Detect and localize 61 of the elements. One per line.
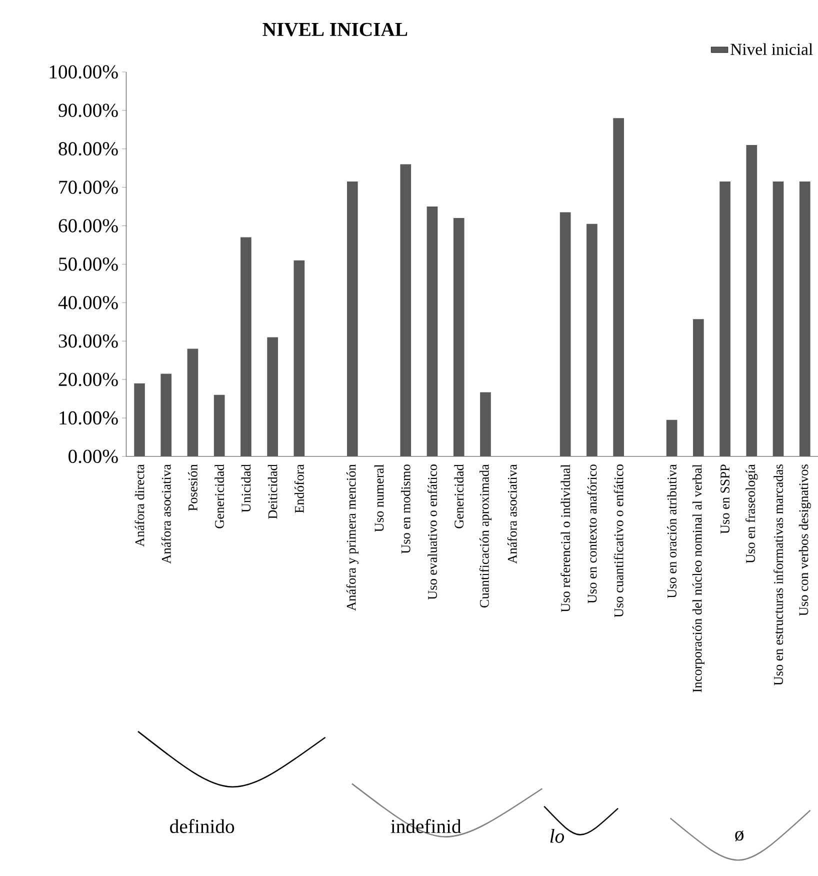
x-tick-label: Unicidad bbox=[241, 464, 250, 512]
x-tick-label: Anáfora y primera mención bbox=[346, 464, 358, 611]
x-tick-label: Uso referencial o individual bbox=[560, 464, 570, 612]
bar bbox=[560, 212, 571, 456]
bar bbox=[160, 374, 172, 456]
x-tick-label: Uso cuantificativo o enfático bbox=[614, 464, 624, 618]
bar bbox=[134, 383, 145, 456]
x-tick-label: Uso evaluativo o enfático bbox=[427, 464, 437, 600]
x-tick-label: Genericidad bbox=[454, 464, 464, 528]
bar bbox=[240, 237, 252, 456]
y-tick-label: 90.00% bbox=[58, 104, 118, 118]
y-tick-label: 0.00% bbox=[68, 450, 118, 464]
x-tick-label: Anáfora asociativa bbox=[161, 464, 171, 564]
legend-label: Nivel inicial bbox=[730, 43, 813, 55]
bar bbox=[187, 348, 198, 456]
x-tick-label: Uso en modismo bbox=[400, 464, 410, 554]
text: definido bbox=[170, 819, 234, 834]
y-tick-label: 70.00% bbox=[59, 180, 118, 194]
text: ø bbox=[734, 830, 744, 842]
text: lo bbox=[550, 829, 564, 843]
bar bbox=[346, 182, 358, 456]
bar bbox=[799, 182, 810, 456]
x-tick-label: Uso en SSPP bbox=[720, 464, 730, 534]
bar bbox=[400, 164, 411, 456]
x-tick-label: Cuantificación aproximada bbox=[479, 464, 492, 608]
bar bbox=[666, 420, 678, 456]
x-tick-label: Uso en contexto anafórico bbox=[587, 464, 596, 604]
y-tick-label: 30.00% bbox=[58, 334, 118, 348]
bar bbox=[612, 118, 624, 456]
y-tick-label: 20.00% bbox=[58, 372, 118, 386]
y-tick-label: 80.00% bbox=[58, 142, 118, 156]
bar bbox=[586, 224, 598, 456]
y-tick-label: 10.00% bbox=[60, 411, 118, 425]
x-tick-label: Uso con verbos designativos bbox=[798, 464, 811, 616]
x-tick-label: Anáfora asociativa bbox=[507, 464, 517, 564]
y-tick-label: 50.00% bbox=[58, 258, 118, 271]
x-tick-label: Uso numeral bbox=[374, 464, 384, 532]
bar bbox=[453, 218, 464, 456]
y-tick-label: 100.00% bbox=[50, 65, 118, 79]
bar bbox=[746, 145, 757, 456]
y-tick-label: 40.00% bbox=[58, 296, 118, 310]
x-tick-label: Incorporación del núcleo nominal al verbal bbox=[692, 464, 704, 692]
x-tick-label: Genericidad bbox=[214, 464, 224, 528]
text: indefinid bbox=[390, 819, 461, 834]
x-tick-label: Deiticidad bbox=[268, 464, 278, 519]
bar bbox=[719, 182, 730, 456]
bar bbox=[480, 392, 491, 456]
chart-title: NIVEL INICIAL bbox=[262, 22, 407, 36]
bar bbox=[772, 182, 784, 456]
x-tick-label: Posesión bbox=[188, 464, 198, 511]
x-tick-label: Endófora bbox=[294, 464, 304, 514]
x-tick-label: Uso en estructuras informativas marcadas bbox=[773, 464, 783, 686]
x-tick-label: Uso en fraseología bbox=[745, 464, 758, 564]
bar bbox=[214, 394, 225, 456]
bar bbox=[426, 206, 438, 456]
bar bbox=[266, 337, 278, 456]
bar bbox=[692, 319, 704, 456]
x-tick-label: Anáfora directa bbox=[134, 464, 144, 547]
bar bbox=[294, 260, 304, 456]
x-tick-label: Uso en oración atributiva bbox=[666, 464, 676, 598]
y-tick-label: 60.00% bbox=[58, 219, 118, 232]
